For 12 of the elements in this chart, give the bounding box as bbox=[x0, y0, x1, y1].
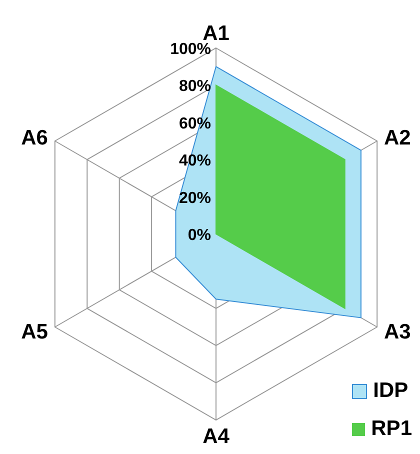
spoke-label: A6 bbox=[21, 126, 48, 150]
y-tick-label: 0% bbox=[188, 227, 211, 244]
legend-label: IDP bbox=[373, 378, 408, 404]
y-tick-label: 100% bbox=[170, 41, 211, 58]
spoke-label: A5 bbox=[21, 320, 48, 344]
spoke-label: A2 bbox=[384, 126, 411, 150]
spoke-label: A4 bbox=[202, 424, 230, 448]
spoke-label: A3 bbox=[384, 320, 411, 344]
y-tick-label: 80% bbox=[178, 78, 211, 96]
legend-label: RP1 bbox=[371, 416, 412, 442]
y-tick-label: 40% bbox=[178, 152, 211, 170]
y-tick-label: 20% bbox=[178, 190, 211, 207]
